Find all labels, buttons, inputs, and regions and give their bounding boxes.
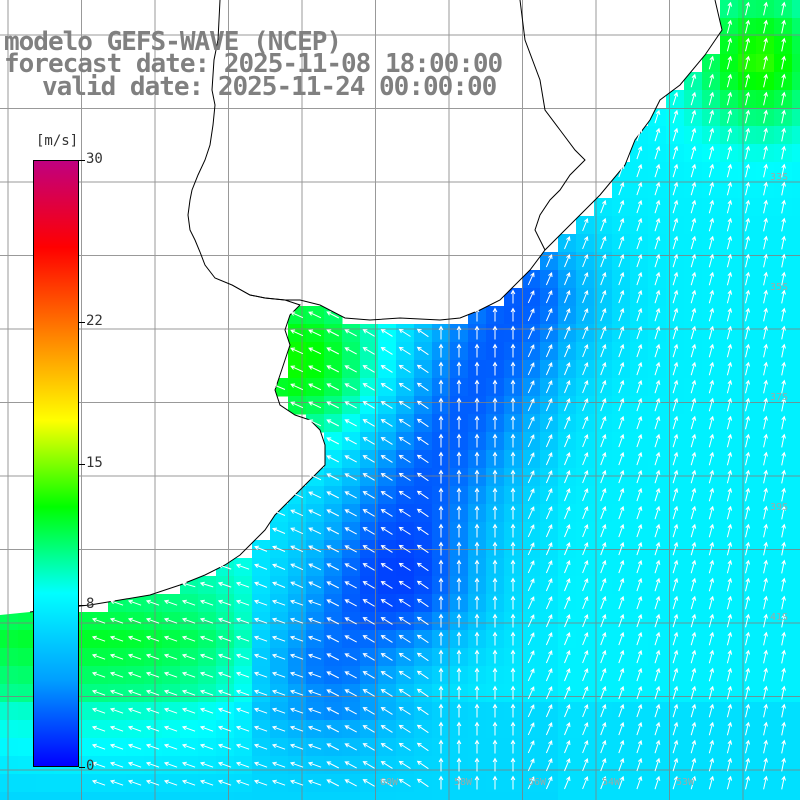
colorbar-unit: [m/s] bbox=[36, 133, 79, 149]
title-valid-date: valid date: 2025-11-24 00:00:00 bbox=[42, 72, 497, 102]
title-model: modelo GEFS-WAVE (NCEP) bbox=[4, 27, 342, 57]
colorbar bbox=[33, 160, 79, 767]
colorbar-tick-label: 8 bbox=[86, 596, 95, 613]
coastline bbox=[29, 0, 723, 613]
title-forecast-date: forecast date: 2025-11-08 18:00:00 bbox=[4, 49, 503, 79]
lon-label: 60W bbox=[380, 777, 399, 788]
lat-label: 37S bbox=[770, 392, 788, 403]
lon-label: 54W bbox=[602, 777, 621, 788]
colorbar-tick-mark bbox=[79, 767, 85, 768]
lat-label: 41S bbox=[770, 612, 788, 623]
lon-label: 58W bbox=[454, 777, 473, 788]
axis-labels: 33S 35S 37S 39S 41S 60W 58W 56W 54W 53W bbox=[380, 172, 788, 788]
colorbar-tick-mark bbox=[79, 463, 85, 465]
colorbar-tick-mark bbox=[79, 321, 85, 323]
colorbar-tick-mark bbox=[79, 160, 85, 161]
wind-arrows bbox=[91, 1, 786, 790]
colorbar-tick-label: 22 bbox=[86, 312, 103, 329]
colorbar-tick-label: 30 bbox=[86, 151, 103, 167]
lat-label: 33S bbox=[770, 172, 788, 183]
lat-label: 39S bbox=[770, 502, 788, 513]
colorbar-tick-mark bbox=[79, 605, 85, 607]
lat-label: 35S bbox=[770, 282, 788, 293]
colorbar-tick-label: 15 bbox=[86, 454, 103, 471]
lon-label: 53W bbox=[676, 777, 695, 788]
colorbar-tick-label: 0 bbox=[86, 758, 95, 774]
lon-label: 56W bbox=[528, 777, 547, 788]
